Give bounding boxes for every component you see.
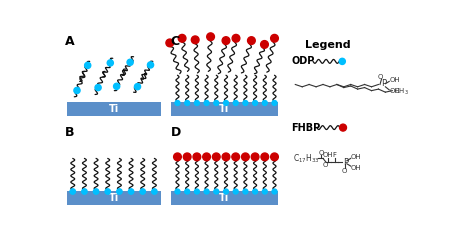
Circle shape [224,100,228,106]
Circle shape [222,37,230,45]
Circle shape [242,153,249,161]
Circle shape [166,39,173,47]
Circle shape [232,153,239,161]
Circle shape [194,100,200,106]
Circle shape [233,189,238,194]
Text: Ti: Ti [219,104,229,114]
Circle shape [82,189,87,194]
Circle shape [74,87,80,93]
Circle shape [185,189,190,194]
Circle shape [107,60,113,66]
Circle shape [253,189,257,194]
Text: C: C [171,35,180,48]
Text: OH: OH [351,154,361,160]
Circle shape [214,189,219,194]
Circle shape [224,189,228,194]
Circle shape [152,189,157,194]
Bar [171,102,278,116]
Text: D: D [171,126,181,139]
Text: F: F [333,152,337,158]
Circle shape [243,189,248,194]
Circle shape [70,189,75,194]
Circle shape [233,100,238,106]
Circle shape [247,37,255,45]
Circle shape [183,153,191,161]
Text: P: P [382,79,387,88]
Circle shape [204,100,209,106]
Circle shape [262,100,267,106]
Circle shape [114,83,120,89]
Text: Ti: Ti [109,193,118,203]
Circle shape [105,189,110,194]
Circle shape [222,153,230,161]
Text: C$_{17}$H$_{33}$: C$_{17}$H$_{33}$ [293,152,319,165]
Circle shape [95,84,101,91]
Text: O: O [378,74,383,80]
Text: OH: OH [351,165,361,171]
Circle shape [204,189,209,194]
Circle shape [339,124,346,131]
Text: O: O [319,150,324,156]
Circle shape [262,189,267,194]
Circle shape [93,189,99,194]
Circle shape [207,33,214,41]
Circle shape [261,153,269,161]
Circle shape [232,34,240,42]
Text: OH: OH [389,88,400,94]
Circle shape [193,153,201,161]
Circle shape [212,153,220,161]
Text: FHBP: FHBP [292,123,321,133]
Circle shape [253,100,257,106]
Circle shape [243,100,248,106]
Circle shape [194,189,200,194]
Circle shape [128,189,134,194]
Text: P: P [343,158,348,167]
Circle shape [271,153,278,161]
Circle shape [203,153,210,161]
Bar [66,191,161,204]
Text: O: O [342,168,347,174]
Text: CH$_3$: CH$_3$ [394,86,409,97]
Text: OH: OH [389,77,400,83]
Text: O: O [323,162,328,168]
Circle shape [147,62,154,68]
Circle shape [85,62,91,68]
Circle shape [261,41,268,48]
Circle shape [140,189,146,194]
Circle shape [272,189,277,194]
Circle shape [251,153,259,161]
Circle shape [191,36,199,44]
Text: ODP: ODP [292,56,315,66]
Circle shape [185,100,190,106]
Circle shape [135,83,141,90]
Circle shape [117,189,122,194]
Text: Ti: Ti [109,104,118,114]
Circle shape [173,153,182,161]
Text: B: B [65,126,74,139]
Text: Legend: Legend [305,40,351,50]
Text: Ti: Ti [219,193,229,203]
Circle shape [339,58,346,64]
Circle shape [178,34,186,42]
Circle shape [175,189,180,194]
Text: A: A [65,35,75,48]
Circle shape [175,100,180,106]
Circle shape [127,59,133,65]
Circle shape [271,34,278,42]
Text: OH: OH [322,151,333,158]
Circle shape [272,100,277,106]
Circle shape [214,100,219,106]
Bar [66,102,161,116]
Bar [171,191,278,204]
